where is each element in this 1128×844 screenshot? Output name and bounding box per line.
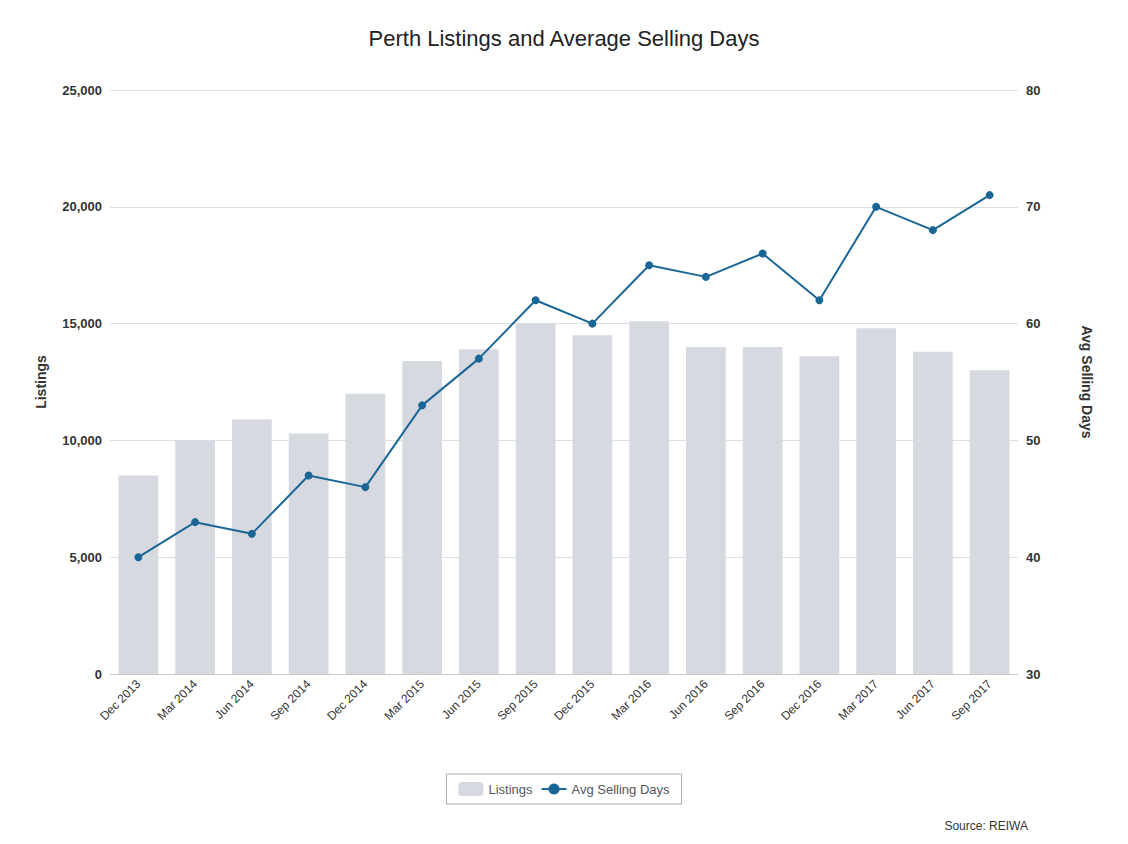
svg-text:Dec 2016: Dec 2016: [778, 677, 824, 723]
svg-text:15,000: 15,000: [62, 316, 102, 331]
svg-text:Listings: Listings: [33, 355, 49, 409]
svg-text:5,000: 5,000: [69, 550, 102, 565]
svg-text:50: 50: [1026, 433, 1040, 448]
svg-text:25,000: 25,000: [62, 83, 102, 98]
svg-text:Dec 2015: Dec 2015: [551, 677, 597, 723]
svg-text:40: 40: [1026, 550, 1040, 565]
svg-text:Dec 2014: Dec 2014: [324, 677, 370, 723]
svg-text:Sep 2015: Sep 2015: [494, 677, 540, 723]
svg-text:Dec 2013: Dec 2013: [97, 677, 143, 723]
svg-text:Mar 2014: Mar 2014: [154, 677, 200, 723]
svg-text:Avg Selling Days: Avg Selling Days: [1079, 325, 1095, 438]
svg-text:Sep 2016: Sep 2016: [721, 677, 767, 723]
svg-text:Sep 2014: Sep 2014: [267, 677, 313, 723]
svg-text:Source: REIWA: Source: REIWA: [944, 819, 1028, 833]
svg-text:30: 30: [1026, 667, 1040, 682]
svg-text:Mar 2017: Mar 2017: [835, 677, 881, 723]
svg-text:Jun 2014: Jun 2014: [212, 677, 257, 722]
svg-text:Mar 2016: Mar 2016: [608, 677, 654, 723]
svg-text:0: 0: [95, 667, 102, 682]
svg-text:Sep 2017: Sep 2017: [948, 677, 994, 723]
svg-text:80: 80: [1026, 83, 1040, 98]
svg-text:Jun 2016: Jun 2016: [666, 677, 711, 722]
svg-text:70: 70: [1026, 199, 1040, 214]
svg-text:Avg Selling Days: Avg Selling Days: [572, 782, 671, 797]
svg-text:Mar 2015: Mar 2015: [381, 677, 427, 723]
svg-text:10,000: 10,000: [62, 433, 102, 448]
svg-text:Perth Listings and Average Sel: Perth Listings and Average Selling Days: [369, 26, 760, 51]
svg-text:60: 60: [1026, 316, 1040, 331]
svg-text:Jun 2017: Jun 2017: [893, 677, 938, 722]
svg-text:20,000: 20,000: [62, 199, 102, 214]
svg-text:Jun 2015: Jun 2015: [439, 677, 484, 722]
svg-text:Listings: Listings: [488, 782, 533, 797]
